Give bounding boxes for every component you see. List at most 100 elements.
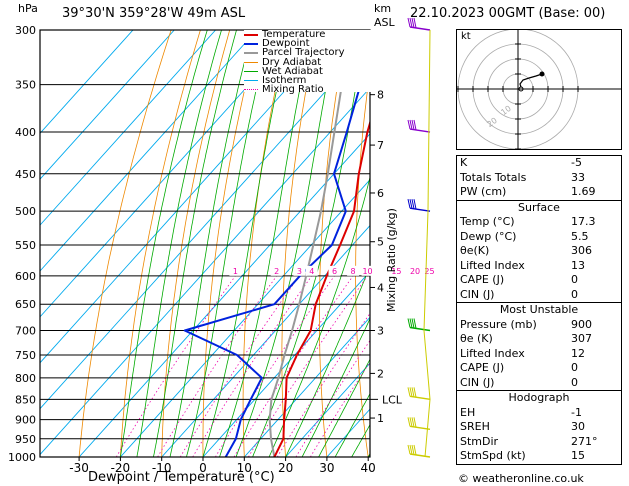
wind-barb	[409, 207, 431, 212]
legend: Temperature Dewpoint Parcel Trajectory D…	[244, 29, 372, 95]
wind-barb	[409, 425, 431, 431]
x-tick-label: 40	[361, 461, 376, 475]
hodograph-trace	[519, 73, 543, 88]
pressure-tick-label: 550	[15, 239, 36, 252]
pressure-tick-label: 850	[15, 393, 36, 406]
wind-barb-flag	[413, 318, 417, 329]
hodograph-table-row: StmSpd (kt) 15	[460, 449, 585, 462]
wind-barb-flag	[413, 199, 417, 210]
indices-row: PW (cm) 1.69	[460, 185, 596, 198]
legend-item-dewpoint: Dewpoint	[244, 39, 372, 49]
pressure-unit-label: hPa	[18, 2, 38, 15]
wind-barb-flag	[411, 119, 415, 130]
indices-row: Totals Totals 33	[460, 170, 585, 184]
wind-barb	[409, 326, 431, 332]
wet-adiabat	[120, 30, 208, 457]
most-unstable-row: θe (K) 307	[460, 332, 592, 345]
pressure-tick-label: 950	[15, 433, 36, 446]
hodograph-table-row: StmDir 271°	[460, 434, 598, 448]
indices-row: K -5	[460, 156, 582, 169]
datetime-label: 22.10.2023 00GMT (Base: 00)	[410, 6, 606, 21]
most-unstable-row: Lifted Index 12	[460, 346, 585, 360]
pressure-tick-label: 700	[15, 325, 36, 338]
km-tick-label: 2	[377, 367, 384, 380]
pressure-tick-label: 600	[15, 270, 36, 283]
mixing-ratio-label: 2	[274, 267, 279, 276]
most-unstable-row: CIN (J) 0	[460, 375, 578, 389]
wind-barb-flag	[407, 199, 411, 209]
pressure-tick-label: 900	[15, 414, 36, 427]
x-tick-label: 30	[319, 461, 334, 475]
x-tick-label: -30	[69, 461, 89, 475]
wind-barb	[409, 26, 431, 31]
pressure-tick-label: 350	[15, 79, 36, 92]
wind-barb-flag	[407, 17, 411, 28]
hodograph-table-title: Hodograph	[457, 390, 621, 406]
mixing-ratio-label-bg	[409, 265, 422, 276]
x-tick-label: 10	[237, 461, 252, 475]
surface-row: Temp (°C) 17.3	[460, 215, 596, 228]
wind-barb-flag	[411, 387, 415, 398]
wind-barb-flag	[407, 119, 411, 130]
wind-barb-flag	[411, 199, 415, 209]
copyright: © weatheronline.co.uk	[458, 472, 584, 485]
wind-barb-flag	[407, 417, 411, 427]
x-tick-label: -10	[152, 461, 172, 475]
hodograph-endpoint	[539, 71, 545, 77]
plot-area	[40, 30, 451, 457]
pressure-tick-label: 450	[15, 168, 36, 181]
x-tick-label: 0	[199, 461, 207, 475]
surface-title: Surface	[457, 199, 621, 216]
wind-barb-flag	[411, 318, 415, 329]
mixing-ratio-line	[233, 275, 354, 457]
mixing-ratio-label-bg	[390, 265, 403, 276]
wind-barb-flag	[407, 318, 411, 328]
surface-row: CIN (J) 0	[460, 287, 578, 301]
wind-barb	[409, 128, 431, 133]
km-tick-label: 8	[377, 89, 384, 102]
pressure-tick-label: 300	[15, 24, 36, 37]
isotherm-line	[40, 30, 299, 318]
wind-barb-flag	[409, 318, 413, 328]
mixing-ratio-label: 15	[391, 267, 401, 276]
isotherm-line	[202, 270, 370, 457]
dry-adiabat	[425, 30, 451, 457]
pressure-tick-label: 500	[15, 205, 36, 218]
hodograph-table-row: SREH 30	[460, 420, 585, 433]
km-unit-label: km	[374, 2, 392, 15]
wind-barb-flag	[409, 417, 413, 427]
mixing-ratio-label-bg	[229, 265, 242, 276]
surface-row: CAPE (J) 0	[460, 273, 578, 286]
mixing-ratio-label: 3	[297, 267, 302, 276]
wind-barb-flag	[413, 387, 417, 398]
location-label: 39°30'N 359°28'W 49m ASL	[62, 6, 246, 21]
isotherm-line	[243, 316, 370, 457]
isotherm-line	[78, 133, 370, 457]
legend-item-mixing: Mixing Ratio	[244, 85, 372, 95]
km-tick-label: 7	[377, 139, 384, 152]
wind-barb-flag	[411, 417, 415, 428]
wind-barb-flag	[409, 17, 413, 28]
wind-barb-flag	[411, 17, 415, 28]
mixing-ratio-label: 25	[424, 267, 434, 276]
wind-barb-flag	[409, 387, 413, 397]
mixing-ratio-label-bg	[305, 265, 318, 276]
wind-barb-flag	[411, 444, 415, 455]
wet-adiabat	[301, 317, 370, 457]
x-tick-label: 20	[278, 461, 293, 475]
isotherm-line	[40, 30, 216, 226]
pressure-tick-label: 400	[15, 126, 36, 139]
km-tick-label: 6	[377, 187, 384, 200]
wet-adiabat	[318, 358, 370, 457]
hodograph-storm-motion	[518, 86, 524, 92]
hodograph-box: kt 10 20	[456, 29, 622, 150]
wet-adiabat	[153, 30, 237, 457]
hodograph-unit-label: kt	[461, 31, 471, 42]
wet-adiabat	[334, 392, 370, 457]
wind-barb	[409, 395, 431, 401]
mixing-ratio-axis-title: Mixing Ratio (g/kg)	[385, 208, 398, 312]
mixing-ratio-label-bg	[423, 265, 436, 276]
surface-row: Lifted Index 13	[460, 258, 585, 272]
parcel-trajectory-line	[268, 30, 353, 457]
